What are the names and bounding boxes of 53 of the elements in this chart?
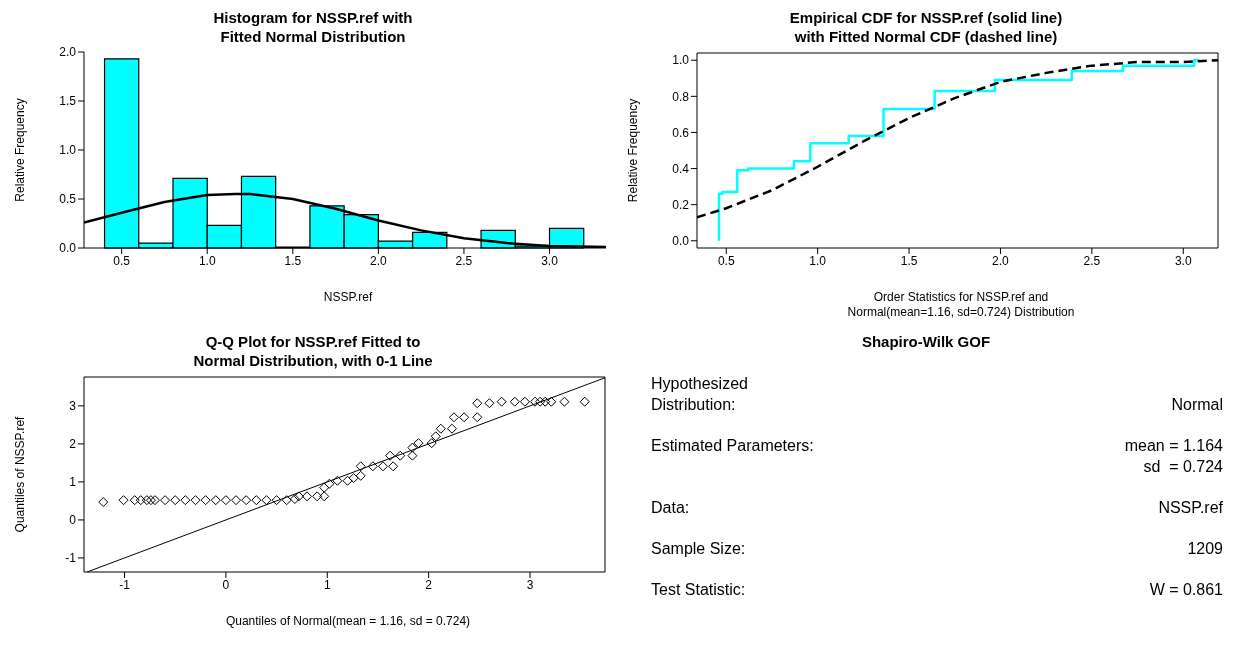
x-tick-label: 2.0 — [992, 253, 1010, 268]
text: Shapiro-Wilk GOF — [860, 332, 992, 351]
y-tick-label: 1.0 — [672, 53, 690, 68]
x-tick-label: 1 — [323, 577, 331, 592]
y-tick-label: 0.2 — [672, 197, 690, 212]
x-tick-label: 2.0 — [370, 253, 388, 268]
y-tick-label: 1.0 — [59, 143, 77, 158]
x-tick-label: -1 — [119, 577, 131, 592]
y-tick-label: 0.8 — [672, 89, 690, 104]
y-tick-label: 0.6 — [672, 125, 690, 140]
y-tick-label: 2.0 — [59, 45, 77, 60]
text: Sample Size: — [651, 539, 746, 559]
y-tick-label: 3 — [69, 399, 77, 414]
text: Hypothesized Distribution: — [651, 374, 748, 415]
y-tick-label: 1.5 — [59, 94, 77, 109]
y-tick-label: -1 — [65, 551, 77, 566]
y-tick-label: 0.5 — [59, 192, 77, 207]
x-axis-title: Quantiles of Normal(mean = 1.16, sd = 0.724) — [224, 614, 472, 629]
x-tick-label: 3.0 — [541, 253, 559, 268]
text: Data: — [651, 498, 690, 518]
x-axis-title: Order Statistics for NSSP.ref and Normal(mean=1.16, sd=0.724) Distribution — [846, 290, 1076, 320]
x-axis-title: NSSP.ref — [322, 290, 374, 305]
chart-title: Q-Q Plot for NSSP.ref Fitted to Normal Distribution, with 0-1 Line — [192, 332, 434, 370]
x-tick-label: 0 — [222, 577, 230, 592]
y-tick-label: 2 — [69, 437, 77, 452]
text: W = 0.861 — [1149, 580, 1223, 600]
y-tick-label: 0 — [69, 513, 77, 528]
y-axis-title: Relative Frequency — [13, 98, 28, 202]
text: Normal — [1171, 395, 1223, 415]
x-tick-label: 3.0 — [1174, 253, 1192, 268]
y-axis-title: Quantiles of NSSP.ref — [13, 415, 28, 533]
y-tick-label: 0.0 — [672, 234, 690, 249]
y-tick-label: 0.0 — [59, 241, 77, 256]
text: Estimated Parameters: — [651, 436, 814, 456]
x-tick-label: 1.0 — [198, 253, 216, 268]
chart-title: Histogram for NSSP.ref with Fitted Normal Distribution — [212, 8, 414, 46]
x-tick-label: 0.5 — [113, 253, 131, 268]
y-axis-title: Relative Frequency — [626, 98, 641, 203]
text: mean = 1.164 sd = 0.724 — [1124, 436, 1223, 477]
text: NSSP.ref — [1158, 498, 1223, 518]
x-tick-label: 1.5 — [900, 253, 918, 268]
text: 1209 — [1187, 539, 1223, 559]
text: Test Statistic: — [651, 580, 746, 600]
x-tick-label: 1.5 — [284, 253, 302, 268]
x-tick-label: 2.5 — [455, 253, 473, 268]
x-tick-label: 2 — [425, 577, 433, 592]
y-tick-label: 1 — [69, 475, 77, 490]
x-tick-label: 3 — [526, 577, 534, 592]
x-tick-label: 2.5 — [1083, 253, 1101, 268]
y-tick-label: 0.4 — [672, 161, 690, 176]
x-tick-label: 1.0 — [809, 253, 827, 268]
chart-title: Empirical CDF for NSSP.ref (solid line) with Fitted Normal CDF (dashed line) — [788, 8, 1064, 46]
x-tick-label: 0.5 — [717, 253, 735, 268]
